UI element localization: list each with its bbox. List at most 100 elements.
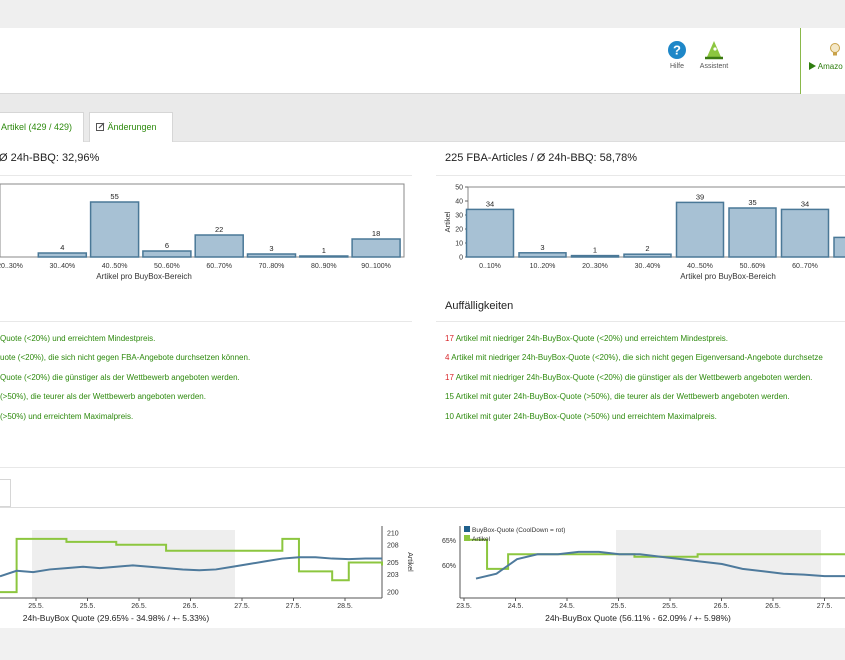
x-tick-label: 26.5. [714, 603, 730, 610]
x-tick-label: 30..40% [49, 263, 75, 270]
histogram-bar[interactable] [833, 236, 845, 258]
legend-label: Artikel [472, 536, 491, 543]
y-tick-label: 0 [459, 255, 463, 262]
left-histogram: 20..30% 4 30..40% 55 40..50% 6 50..60% 22 60..70… [0, 183, 405, 281]
edit-icon [96, 122, 105, 131]
wizard-hat-icon [705, 41, 723, 60]
y-tick-label: 205 [387, 560, 399, 567]
bar-value-label: 1 [322, 246, 326, 255]
amazon-link[interactable]: Amazo [809, 62, 843, 71]
x-tick-label: 27.5. [817, 603, 833, 610]
x-tick-label: 25.5. [662, 603, 678, 610]
buybox-quote-line [475, 550, 845, 580]
bar-value-label: 6 [165, 241, 169, 250]
x-tick-label: 30..40% [635, 263, 661, 270]
x-tick-label: 50..60% [740, 263, 766, 270]
bar-value-label: 1 [593, 246, 597, 255]
amazon-label: Amazo [817, 62, 843, 71]
x-tick-label: 26.5. [183, 603, 199, 610]
x-tick-label: 20..30% [0, 263, 23, 270]
chart-caption: 24h-BuyBox Quote (29.65% - 34.98% / +- 5… [23, 613, 210, 623]
chart-caption: 24h-BuyBox Quote (56.11% - 62.09% / +- 5… [545, 613, 731, 623]
divider [0, 175, 412, 176]
x-tick-label: 50..60% [154, 263, 180, 270]
right-histogram: Artikel 0 10 20 30 40 50 34 0..10% 3 10..20% 1 20.… [443, 185, 845, 281]
y-tick-label: 200 [387, 590, 399, 597]
issue-link[interactable]: 17 Artikel mit niedriger 24h-BuyBox-Quot… [445, 373, 813, 382]
x-tick-label: 0..10% [479, 263, 501, 270]
x-tick-label: 23.5. [456, 603, 472, 610]
issues-title: Auffälligkeiten [445, 300, 514, 312]
histogram-bar[interactable] [465, 208, 515, 258]
x-tick-label: 60..70% [206, 263, 232, 270]
histogram-bar[interactable] [194, 234, 244, 258]
histogram-bar[interactable] [351, 238, 401, 258]
right-history-chart: 60% 65% 23.5. 24.5. 24.5. 25.5. 25.5. 26.5. 26… [442, 526, 845, 623]
issue-link[interactable]: 17 Artikel mit niedriger 24h-BuyBox-Quot… [445, 334, 729, 343]
y-tick-label: 60% [442, 563, 456, 570]
help-icon: ? [668, 41, 686, 59]
period-selector-button[interactable] [0, 479, 11, 507]
x-tick-label: 26.5. [765, 603, 781, 610]
x-tick-label: 28.5. [337, 603, 353, 610]
tab-bar: Artikel (429 / 429) Änderungen [0, 94, 845, 142]
divider [436, 321, 845, 322]
histogram-bar[interactable] [142, 250, 192, 258]
app-header: ? Hilfe Assistent [0, 28, 845, 94]
help-button[interactable]: ? Hilfe [652, 40, 702, 70]
histogram-bar[interactable] [780, 208, 830, 258]
tab-articles[interactable]: Artikel (429 / 429) [0, 112, 84, 142]
bar-value-label: 3 [269, 244, 273, 253]
assistant-button[interactable]: Assistent [689, 40, 739, 70]
issue-link[interactable]: 15 Artikel mit guter 24h-BuyBox-Quote (>… [445, 392, 790, 401]
help-label: Hilfe [669, 63, 684, 70]
histogram-bar[interactable] [728, 207, 777, 258]
divider [436, 175, 845, 176]
issue-link[interactable]: (>50%), die teurer als der Wettbewerb an… [0, 392, 206, 401]
histogram-bar[interactable] [570, 254, 620, 258]
bar-value-label: 34 [801, 199, 809, 208]
chart-legend: BuyBox-Quote (CoolDown = rot) Artikel [464, 526, 565, 543]
issue-link[interactable]: 4 Artikel mit niedriger 24h-BuyBox-Quote… [445, 353, 823, 362]
bottom-strip [0, 628, 845, 660]
x-tick-label: 24.5. [508, 603, 524, 610]
y-tick-label: 210 [387, 530, 399, 537]
bar-value-label: 55 [110, 192, 118, 201]
issue-link[interactable]: uote (<20%), die sich nicht gegen FBA-An… [0, 353, 251, 362]
y-tick-label: 30 [455, 213, 463, 220]
x-tick-label: 26.5. [131, 603, 147, 610]
x-tick-label: 70..80% [259, 263, 285, 270]
histogram-bar[interactable] [675, 201, 725, 258]
histogram-bar[interactable] [623, 253, 672, 258]
x-tick-label: 10..20% [530, 263, 556, 270]
amazon-panel-button[interactable]: Amazo [800, 28, 845, 94]
histogram-bar[interactable] [89, 201, 140, 258]
y-tick-label: 20 [455, 227, 463, 234]
x-tick-label: 20..30% [582, 263, 608, 270]
x-tick-label: 27.5. [286, 603, 302, 610]
histogram-bar[interactable] [518, 252, 567, 258]
legend-swatch [464, 526, 470, 532]
issue-link[interactable]: 10 Artikel mit guter 24h-BuyBox-Quote (>… [445, 412, 717, 421]
issue-link[interactable]: (>50%) und erreichtem Maximalpreis. [0, 412, 134, 421]
histogram-bar[interactable] [299, 255, 349, 258]
main-content: Ø 24h-BBQ: 32,96% 225 FBA-Articles / Ø 2… [0, 142, 845, 628]
x-tick-label: 24.5. [559, 603, 575, 610]
issue-link[interactable]: Quote (<20%) und erreichtem Mindestpreis… [0, 334, 156, 343]
legend-label: BuyBox-Quote (CoolDown = rot) [472, 527, 565, 534]
articles-line [466, 538, 845, 570]
divider [0, 467, 845, 468]
right-panel-title: 225 FBA-Articles / Ø 24h-BBQ: 58,78% [445, 152, 637, 164]
issue-link[interactable]: Quote (<20%) die günstiger als der Wettb… [0, 373, 240, 382]
y-axis-label: Artikel [443, 211, 452, 232]
x-tick-label: 90..100% [361, 263, 391, 270]
shaded-range [32, 530, 235, 598]
svg-text:?: ? [673, 43, 681, 58]
x-tick-label: 60..70% [792, 263, 818, 270]
histogram-bar[interactable] [246, 253, 297, 258]
tab-changes[interactable]: Änderungen [89, 112, 173, 142]
bar-value-label: 4 [60, 243, 64, 252]
histogram-bar[interactable] [37, 252, 88, 258]
divider [0, 507, 845, 508]
lightbulb-icon [830, 43, 840, 56]
